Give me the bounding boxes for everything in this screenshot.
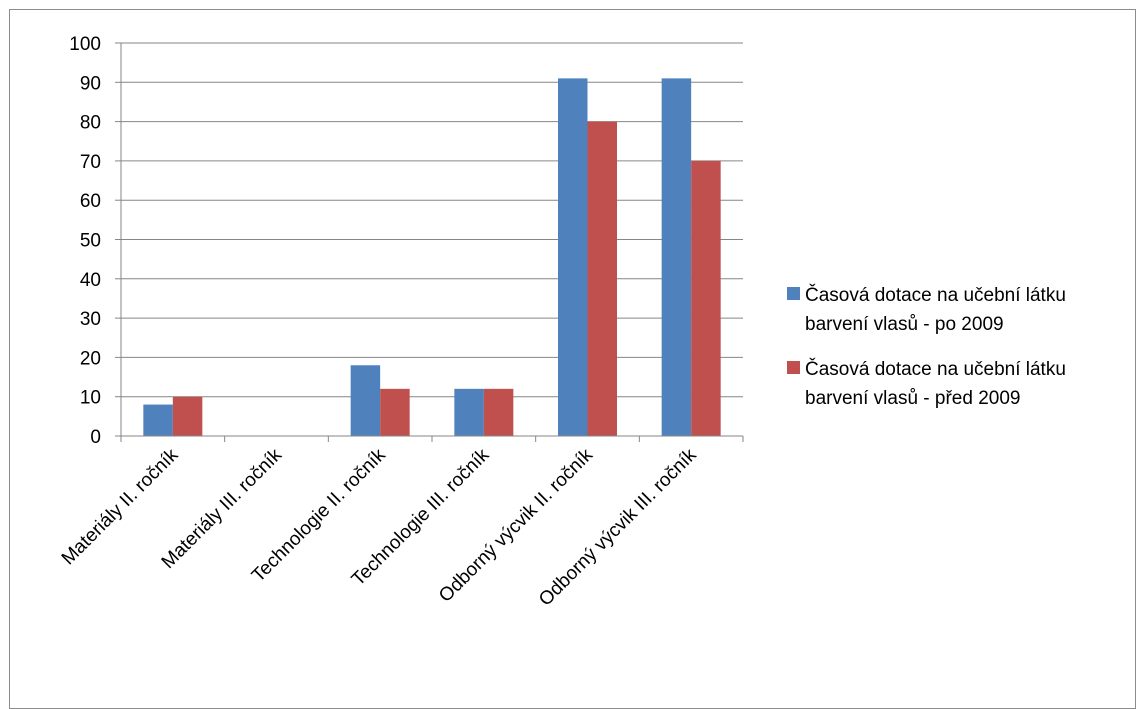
y-tick-label: 60	[80, 191, 101, 212]
y-tick-label: 0	[90, 427, 101, 448]
bar	[172, 396, 203, 436]
bar	[558, 78, 588, 437]
bars	[143, 78, 721, 437]
legend-swatch	[787, 361, 800, 374]
legend: Časová dotace na učební látku barvení vla…	[787, 284, 1066, 409]
y-tick-label: 50	[80, 231, 101, 252]
legend-label: barvení vlasů - po 2009	[805, 314, 1004, 335]
legend-item: Časová dotace na učební látku barvení vla…	[787, 358, 1066, 409]
bar	[350, 365, 381, 436]
legend-label: Časová dotace na učební látku	[805, 284, 1066, 306]
y-tick-label: 30	[80, 309, 101, 330]
y-tick-label: 80	[80, 113, 101, 134]
gridlines	[121, 42, 743, 398]
bar	[661, 78, 692, 437]
y-tick-label: 100	[69, 34, 101, 55]
bar	[454, 388, 484, 436]
bar-chart: 0 10 20 30 40 50 60 70 80 90 100 Materiály II. roč…	[58, 34, 1066, 610]
legend-label: Časová dotace na učební látku	[805, 358, 1066, 380]
y-tick-label: 10	[80, 388, 101, 409]
y-tick-label: 70	[80, 152, 101, 173]
bar	[380, 388, 410, 436]
legend-label: barvení vlasů - před 2009	[805, 388, 1020, 409]
legend-swatch	[787, 287, 800, 300]
y-tick-label: 20	[80, 348, 101, 369]
y-tick-labels: 0 10 20 30 40 50 60 70 80 90 100	[69, 34, 101, 448]
y-tick-label: 40	[80, 270, 101, 291]
bar	[587, 121, 617, 436]
bar	[691, 160, 721, 436]
axes	[115, 42, 744, 442]
legend-item: Časová dotace na učební látku barvení vla…	[787, 284, 1066, 335]
bar	[483, 388, 514, 436]
y-tick-label: 90	[80, 73, 101, 94]
bar	[143, 404, 173, 436]
